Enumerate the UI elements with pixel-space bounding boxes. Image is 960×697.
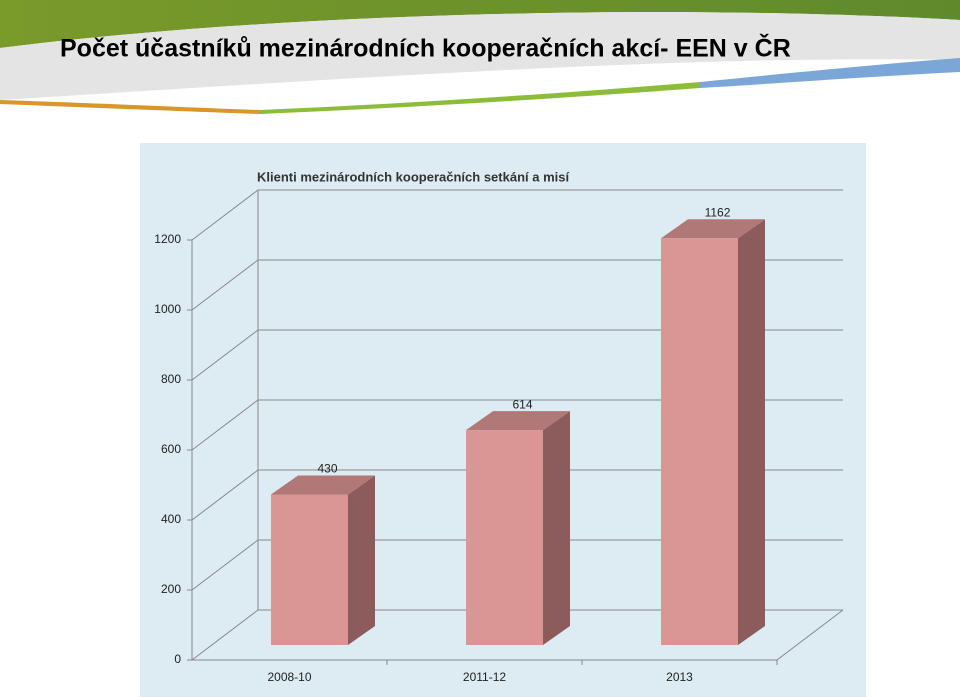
grid-line <box>191 329 843 381</box>
bar <box>271 494 348 645</box>
header-band <box>0 0 960 48</box>
stripe <box>0 100 260 114</box>
slide-title: Počet účastníků mezinárodních kooperační… <box>60 33 791 63</box>
grid-line <box>191 609 843 661</box>
bar-side <box>348 475 375 645</box>
x-tick-label: 2013 <box>666 670 693 684</box>
x-tick-label: 2008-10 <box>267 670 311 684</box>
y-tick-label: 1200 <box>154 232 181 246</box>
x-tick-label: 2011-12 <box>463 670 506 684</box>
chart-title: Klienti mezinárodních kooperačních setká… <box>257 169 569 184</box>
grid-line <box>191 259 843 311</box>
y-tick-label: 1000 <box>154 302 181 316</box>
y-tick-label: 200 <box>161 582 181 596</box>
plot: 0 200 400 600 800 1000 1200 2008-10 430 2011-12 61… <box>154 189 844 684</box>
bar-top <box>271 475 375 495</box>
stripe <box>260 82 700 114</box>
grid-line <box>191 539 843 591</box>
y-tick-label: 0 <box>174 652 181 666</box>
grid-line <box>191 399 843 451</box>
stripe <box>700 58 960 88</box>
bar-top <box>466 411 570 431</box>
grid-line <box>191 189 843 241</box>
y-tick-label: 800 <box>161 372 181 386</box>
bar-side <box>738 219 765 646</box>
bar-top <box>661 219 765 239</box>
y-tick-label: 400 <box>161 512 181 526</box>
bar-side <box>543 411 570 645</box>
header-swoosh <box>0 12 960 101</box>
y-tick-label: 600 <box>161 442 181 456</box>
value-label: 614 <box>512 397 532 411</box>
bar <box>661 238 738 646</box>
bar <box>466 430 543 645</box>
value-label: 1162 <box>705 205 731 219</box>
grid-line <box>191 469 843 521</box>
value-label: 430 <box>317 462 337 476</box>
